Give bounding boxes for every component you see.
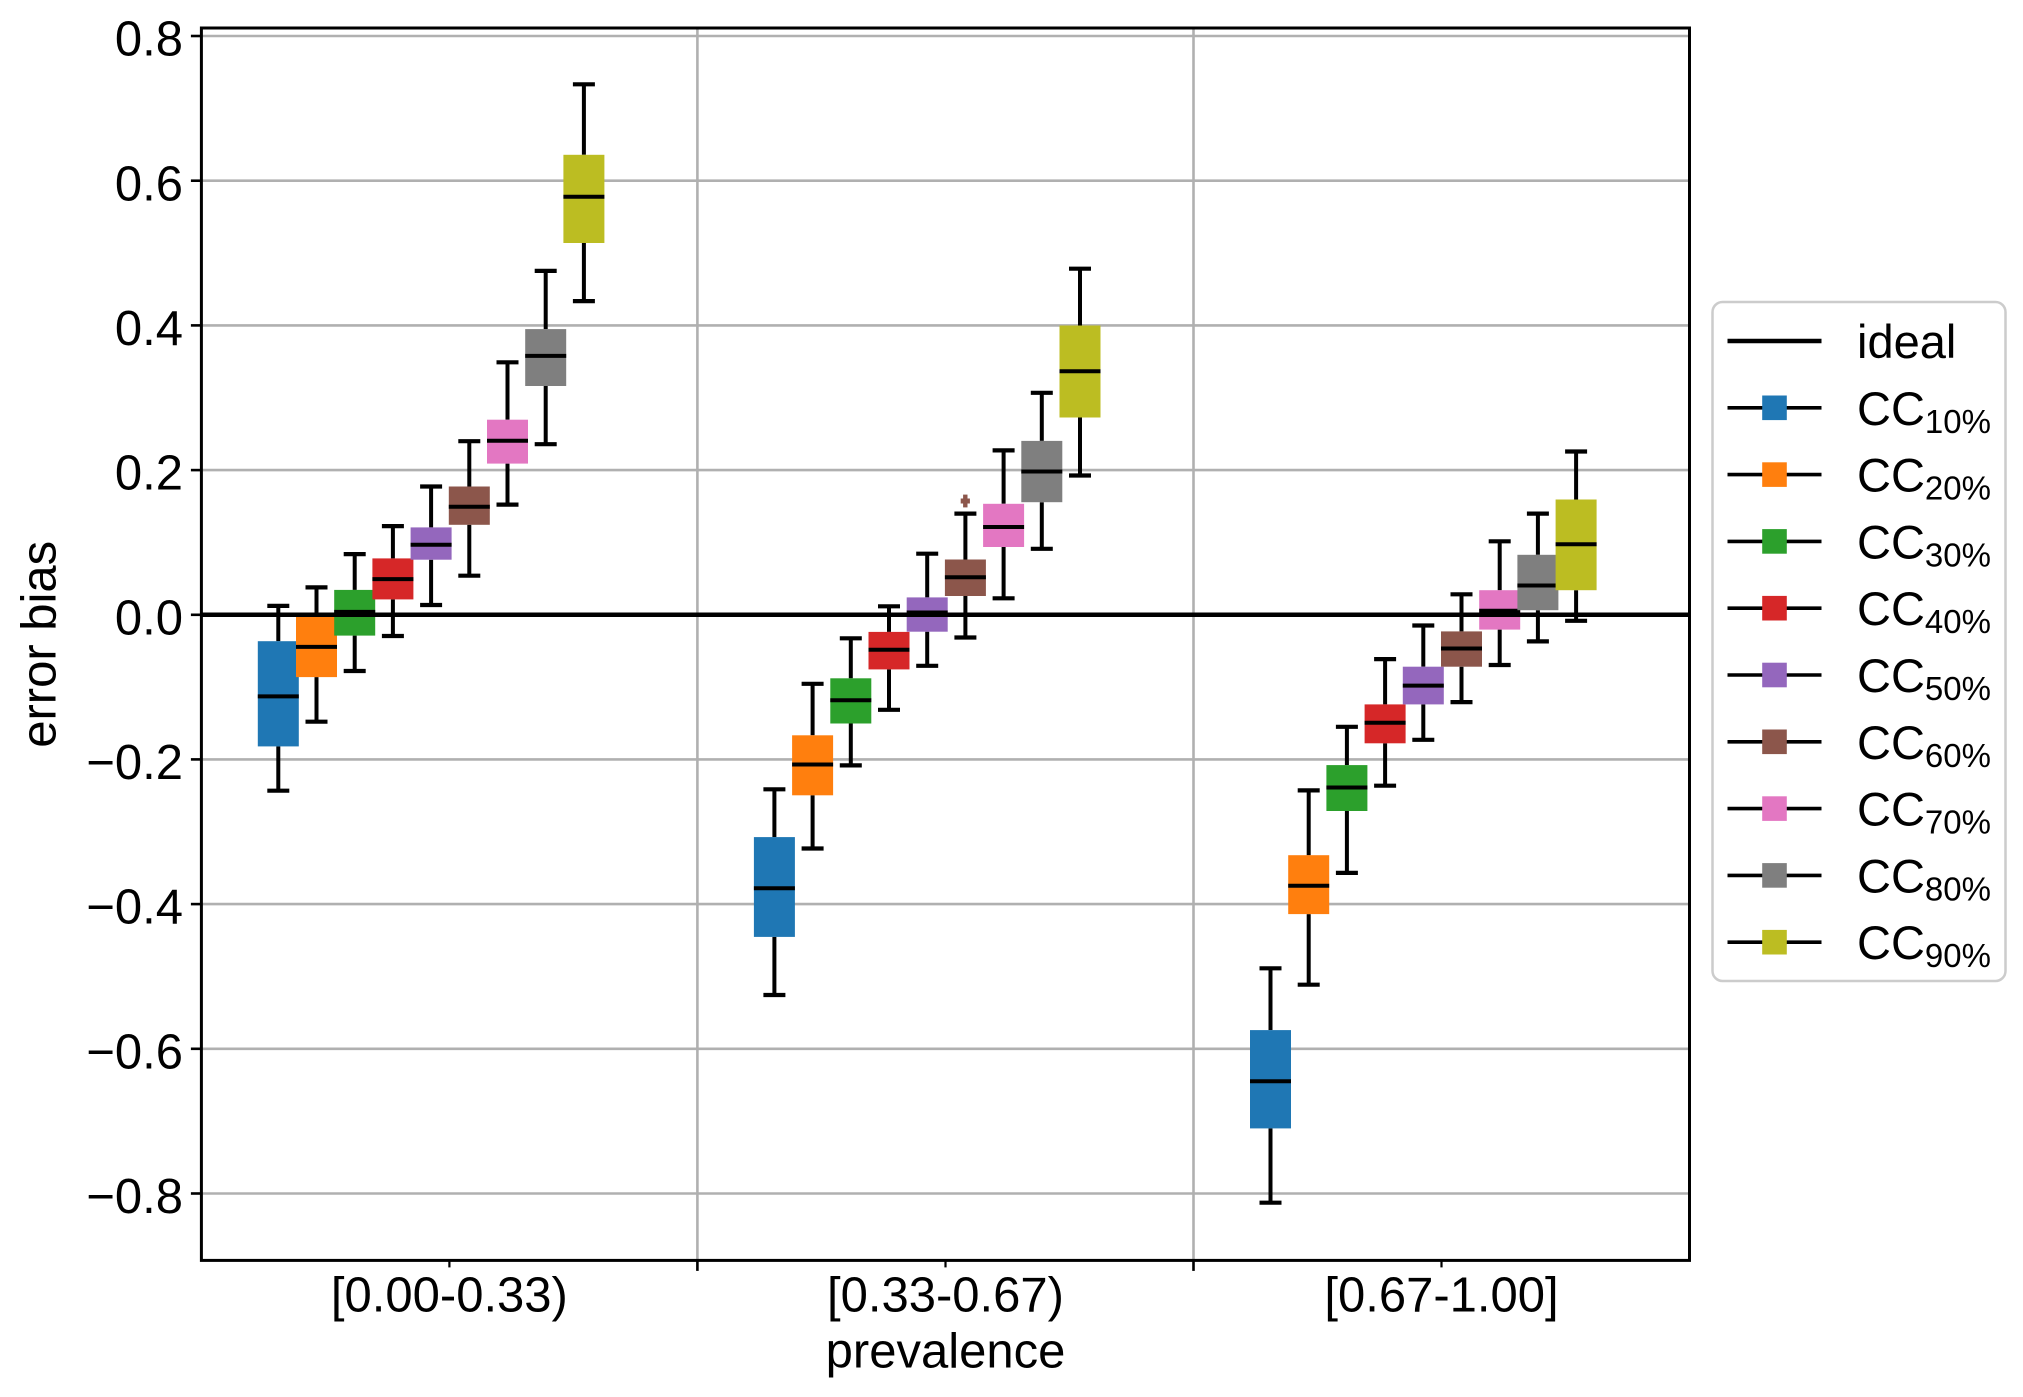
svg-text:[0.67-1.00]: [0.67-1.00] — [1324, 1268, 1558, 1322]
svg-text:[0.00-0.33): [0.00-0.33) — [331, 1268, 568, 1322]
svg-text:[0.33-0.67): [0.33-0.67) — [827, 1268, 1064, 1322]
svg-text:−0.2: −0.2 — [86, 736, 183, 790]
svg-text:ideal: ideal — [1857, 315, 1956, 368]
svg-text:0.8: 0.8 — [115, 13, 183, 67]
svg-text:−0.8: −0.8 — [86, 1170, 183, 1224]
svg-text:CC40%: CC40% — [1857, 582, 1991, 640]
svg-text:error bias: error bias — [13, 541, 67, 748]
svg-text:0.0: 0.0 — [115, 591, 183, 645]
svg-text:prevalence: prevalence — [826, 1324, 1066, 1378]
svg-text:0.6: 0.6 — [115, 157, 183, 211]
svg-text:0.2: 0.2 — [115, 447, 183, 501]
svg-text:0.4: 0.4 — [115, 302, 183, 356]
svg-text:−0.4: −0.4 — [86, 881, 183, 935]
svg-text:−0.6: −0.6 — [86, 1025, 183, 1079]
